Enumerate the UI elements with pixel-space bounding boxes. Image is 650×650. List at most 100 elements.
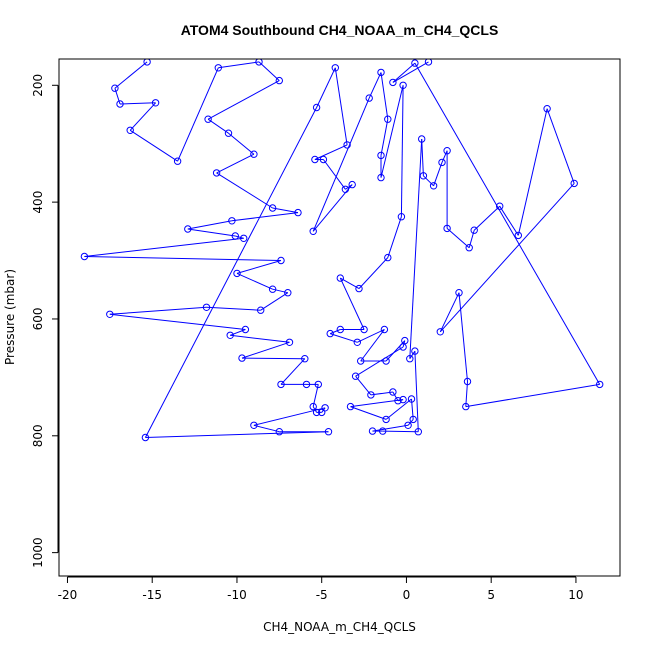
data-point	[429, 182, 438, 190]
data-point	[309, 227, 317, 236]
series-line-segment	[400, 85, 404, 217]
series-line-segment	[258, 61, 280, 81]
data-point	[224, 129, 233, 137]
series-line-segment	[272, 207, 299, 214]
data-point	[141, 433, 150, 442]
series-line-segment	[392, 62, 416, 83]
series-line-segment	[387, 216, 402, 258]
data-point	[277, 256, 285, 265]
series-line-segment	[499, 205, 519, 236]
data-point	[294, 208, 302, 217]
x-tick-label: 10	[568, 588, 583, 602]
data-point	[268, 285, 277, 293]
series-line-segment	[314, 144, 348, 160]
data-point	[214, 64, 223, 72]
x-tick-label: 0	[403, 588, 411, 602]
data-point	[380, 325, 389, 334]
data-point	[343, 141, 351, 149]
data-point	[436, 328, 444, 336]
x-tick-label: -10	[227, 588, 247, 602]
data-point	[462, 402, 470, 411]
series-line-segment	[465, 381, 468, 407]
plot-frame	[58, 58, 621, 577]
data-point	[365, 94, 373, 102]
data-point	[470, 226, 478, 234]
x-axis-label: CH4_NOAA_m_CH4_QCLS	[263, 620, 416, 634]
series-line-segment	[218, 61, 260, 69]
series-line-segment	[392, 391, 399, 401]
data-point	[231, 232, 240, 240]
data-point	[314, 380, 322, 389]
data-point	[241, 325, 250, 334]
series-line-segment	[187, 220, 232, 230]
series-line-segment	[368, 72, 382, 99]
series-line-segment	[357, 329, 385, 343]
series-line-segment	[360, 329, 385, 362]
data-point	[311, 155, 319, 164]
series-line-segment	[339, 277, 365, 330]
series-line-segment	[119, 102, 156, 105]
data-point	[384, 253, 392, 262]
data-point	[399, 395, 407, 404]
data-point	[377, 173, 385, 182]
series-line-segment	[109, 306, 207, 315]
data-point	[255, 59, 263, 66]
y-axis-label: Pressure (mbar)	[3, 269, 17, 365]
data-point	[301, 355, 309, 363]
data-point	[212, 169, 221, 177]
series-line-segment	[433, 162, 443, 186]
series-line-segment	[458, 292, 468, 382]
data-point	[411, 59, 419, 67]
series-line-segment	[517, 108, 548, 236]
series-line-segment	[546, 108, 575, 184]
series-line-segment	[421, 138, 424, 176]
series-line-segment	[144, 107, 318, 438]
data-point	[351, 372, 360, 380]
series-line-segment	[230, 334, 290, 343]
series-line-segment	[236, 272, 273, 290]
data-point	[348, 180, 356, 189]
data-point	[379, 427, 387, 435]
series-line-segment	[109, 313, 246, 330]
data-point	[438, 158, 446, 167]
data-point	[443, 224, 451, 233]
data-point	[596, 380, 604, 389]
series-line-segment	[241, 357, 305, 360]
series-line-segment	[473, 205, 501, 231]
data-point	[360, 325, 368, 334]
series-line-segment	[216, 153, 255, 174]
data-point	[250, 421, 258, 429]
axes: -20 -15 -10 -5 0 5 10 200 400 600 800 1000	[31, 74, 584, 602]
data-point	[367, 391, 375, 399]
series-line-segment	[312, 384, 319, 407]
series-line-segment	[241, 341, 290, 359]
data-point	[331, 64, 339, 72]
data-point	[250, 150, 258, 158]
x-tick-label: 5	[487, 588, 495, 602]
series-line-segment	[380, 119, 389, 156]
series-line-segment	[187, 228, 236, 237]
data-point	[233, 269, 241, 278]
data-point	[355, 284, 363, 293]
data-point	[126, 126, 134, 135]
data-point	[268, 204, 277, 212]
data-point	[173, 157, 182, 165]
series-line-segment	[355, 375, 372, 396]
data-point	[336, 274, 344, 282]
series-line-segment	[382, 430, 419, 433]
data-point	[319, 155, 328, 164]
data-point	[228, 217, 236, 225]
series-line-segment	[414, 351, 419, 432]
data-point	[326, 329, 334, 338]
data-point	[336, 325, 344, 334]
data-point	[399, 343, 407, 351]
series-line-segment	[253, 407, 326, 426]
data-point	[353, 338, 361, 346]
data-point	[382, 415, 390, 424]
data-point	[411, 347, 419, 355]
chart-title: ATOM4 Southbound CH4_NOAA_m_CH4_QCLS	[181, 22, 499, 38]
data-point	[275, 428, 283, 436]
series-line-segment	[216, 172, 273, 209]
series-line-segment	[312, 97, 370, 232]
